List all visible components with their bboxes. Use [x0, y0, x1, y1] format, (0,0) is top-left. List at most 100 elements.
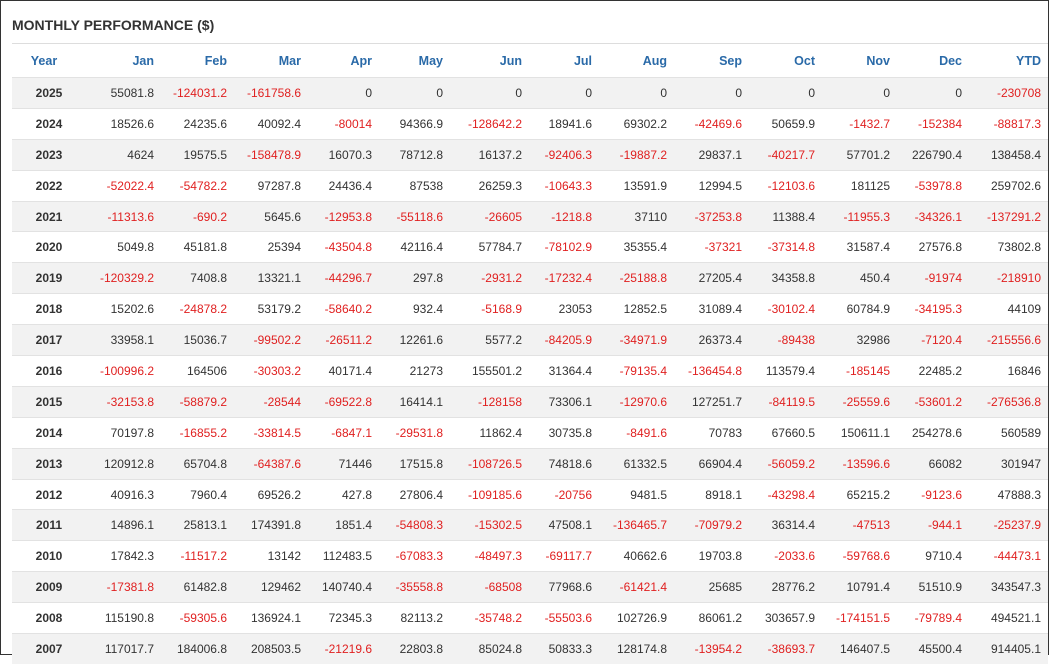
- cell-nov: 57701.2: [822, 139, 897, 170]
- row-year: 2025: [12, 78, 76, 109]
- cell-oct: 67660.5: [749, 417, 822, 448]
- cell-jun: -48497.3: [450, 541, 529, 572]
- cell-nov: 181125: [822, 170, 897, 201]
- cell-nov: 0: [822, 78, 897, 109]
- cell-mar: 97287.8: [234, 170, 308, 201]
- cell-may: 42116.4: [379, 232, 450, 263]
- cell-jul: 73306.1: [529, 386, 599, 417]
- cell-sep: 31089.4: [674, 294, 749, 325]
- column-header-ytd: YTD: [969, 44, 1048, 78]
- cell-may: -35558.8: [379, 572, 450, 603]
- cell-dec: -9123.6: [897, 479, 969, 510]
- cell-sep: -37321: [674, 232, 749, 263]
- column-header-apr: Apr: [308, 44, 379, 78]
- cell-nov: -25559.6: [822, 386, 897, 417]
- cell-jun: -128642.2: [450, 108, 529, 139]
- cell-may: 22803.8: [379, 634, 450, 664]
- cell-dec: 22485.2: [897, 356, 969, 387]
- cell-sep: 8918.1: [674, 479, 749, 510]
- cell-feb: -59305.6: [161, 603, 234, 634]
- cell-jan: 70197.8: [76, 417, 161, 448]
- cell-aug: 9481.5: [599, 479, 674, 510]
- cell-feb: 15036.7: [161, 325, 234, 356]
- cell-sep: 26373.4: [674, 325, 749, 356]
- cell-oct: -56059.2: [749, 448, 822, 479]
- cell-jan: 17842.3: [76, 541, 161, 572]
- cell-mar: 25394: [234, 232, 308, 263]
- cell-jan: 14896.1: [76, 510, 161, 541]
- cell-dec: 226790.4: [897, 139, 969, 170]
- cell-jan: 40916.3: [76, 479, 161, 510]
- cell-may: 94366.9: [379, 108, 450, 139]
- cell-sep: 12994.5: [674, 170, 749, 201]
- cell-jan: -120329.2: [76, 263, 161, 294]
- cell-dec: -34326.1: [897, 201, 969, 232]
- cell-may: 0: [379, 78, 450, 109]
- cell-feb: -690.2: [161, 201, 234, 232]
- cell-mar: -99502.2: [234, 325, 308, 356]
- cell-mar: 53179.2: [234, 294, 308, 325]
- cell-dec: -152384: [897, 108, 969, 139]
- cell-sep: -136454.8: [674, 356, 749, 387]
- cell-ytd: 914405.1: [969, 634, 1048, 664]
- cell-nov: -1432.7: [822, 108, 897, 139]
- cell-oct: -12103.6: [749, 170, 822, 201]
- cell-apr: 24436.4: [308, 170, 379, 201]
- column-header-sep: Sep: [674, 44, 749, 78]
- cell-ytd: -276536.8: [969, 386, 1048, 417]
- row-year: 2013: [12, 448, 76, 479]
- cell-feb: 184006.8: [161, 634, 234, 664]
- cell-nov: 32986: [822, 325, 897, 356]
- cell-jul: 18941.6: [529, 108, 599, 139]
- cell-jun: 5577.2: [450, 325, 529, 356]
- row-year: 2017: [12, 325, 76, 356]
- cell-oct: 11388.4: [749, 201, 822, 232]
- cell-aug: -136465.7: [599, 510, 674, 541]
- column-header-jan: Jan: [76, 44, 161, 78]
- cell-nov: -185145: [822, 356, 897, 387]
- cell-jan: 117017.7: [76, 634, 161, 664]
- cell-mar: -64387.6: [234, 448, 308, 479]
- cell-nov: -59768.6: [822, 541, 897, 572]
- cell-jan: 33958.1: [76, 325, 161, 356]
- cell-nov: -13596.6: [822, 448, 897, 479]
- cell-jan: 5049.8: [76, 232, 161, 263]
- cell-jan: 55081.8: [76, 78, 161, 109]
- cell-may: 27806.4: [379, 479, 450, 510]
- cell-jun: 155501.2: [450, 356, 529, 387]
- cell-apr: 140740.4: [308, 572, 379, 603]
- cell-may: -29531.8: [379, 417, 450, 448]
- cell-ytd: 560589: [969, 417, 1048, 448]
- cell-oct: 28776.2: [749, 572, 822, 603]
- cell-ytd: 494521.1: [969, 603, 1048, 634]
- cell-mar: 174391.8: [234, 510, 308, 541]
- cell-aug: 40662.6: [599, 541, 674, 572]
- row-year: 2020: [12, 232, 76, 263]
- cell-oct: -38693.7: [749, 634, 822, 664]
- cell-sep: 19703.8: [674, 541, 749, 572]
- cell-aug: -34971.9: [599, 325, 674, 356]
- cell-dec: -34195.3: [897, 294, 969, 325]
- cell-jul: -55503.6: [529, 603, 599, 634]
- cell-jul: 30735.8: [529, 417, 599, 448]
- cell-jul: 23053: [529, 294, 599, 325]
- cell-jul: 77968.6: [529, 572, 599, 603]
- cell-apr: 427.8: [308, 479, 379, 510]
- cell-jul: -17232.4: [529, 263, 599, 294]
- cell-dec: -53978.8: [897, 170, 969, 201]
- cell-apr: -43504.8: [308, 232, 379, 263]
- cell-ytd: 301947: [969, 448, 1048, 479]
- cell-feb: 25813.1: [161, 510, 234, 541]
- cell-may: -67083.3: [379, 541, 450, 572]
- cell-jul: 74818.6: [529, 448, 599, 479]
